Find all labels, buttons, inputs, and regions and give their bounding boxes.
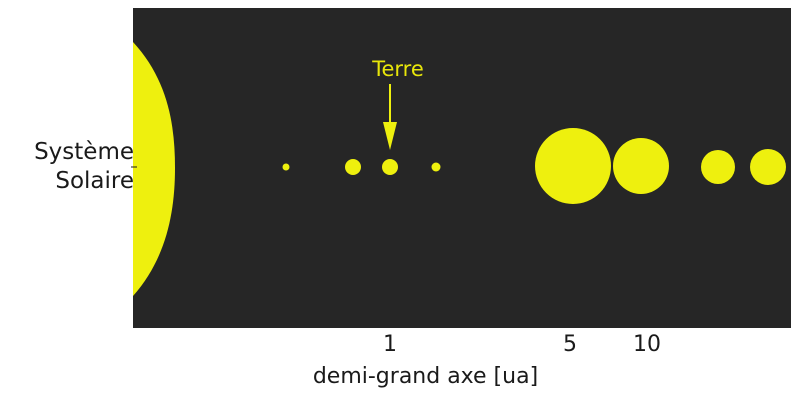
tick-label-1: 1 — [383, 332, 397, 357]
planet-mars — [431, 162, 441, 172]
earth-label: Terre — [372, 57, 424, 81]
tick-label-5: 5 — [563, 332, 577, 357]
planet-mercury — [282, 163, 290, 171]
x-axis-label: demi-grand axe [ua] — [312, 364, 539, 389]
planet-uranus — [701, 150, 735, 184]
earth-arrow-head — [383, 122, 397, 150]
system-label-line2: Solaire — [55, 168, 134, 194]
sun-edge — [133, 42, 175, 296]
tick-label-10: 10 — [633, 332, 661, 357]
system-label-line1: Système — [34, 139, 134, 165]
space-background — [133, 8, 791, 328]
planet-saturn — [613, 138, 669, 194]
planet-jupiter — [535, 128, 611, 204]
planet-venus — [345, 159, 361, 175]
system-label: Système Solaire — [10, 138, 134, 196]
planet-earth — [382, 159, 398, 175]
planet-neptune — [750, 149, 786, 185]
